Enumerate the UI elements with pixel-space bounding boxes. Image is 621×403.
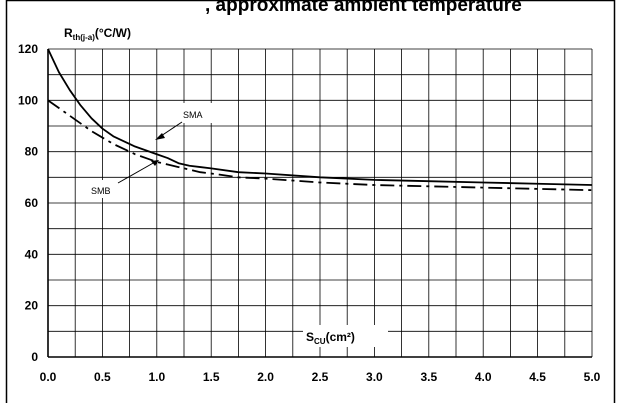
x-tick-label: 0.5 [94,370,111,384]
annotation-smb-bg [88,180,128,198]
annotation-smb-arrowhead [151,160,159,166]
y-tick-label: 40 [25,247,39,261]
y-tick-label: 20 [25,299,39,313]
x-tick-label: 2.0 [257,370,274,384]
y-axis-label-bg [61,21,169,41]
figure-border [5,0,616,403]
y-axis-label-main: R [64,26,73,40]
x-tick-label: 1.5 [203,370,220,384]
y-axis-label-sub: th(j-a) [73,33,96,42]
series-line-smb [47,99,593,192]
x-tick-label: 4.5 [529,370,546,384]
annotation-smb-label: SMB [91,186,111,196]
x-tick-label: 0.0 [40,370,57,384]
y-axis-label: Rth(j-a)(°C/W) [61,21,169,42]
series-group [47,48,593,192]
svg-text:Rth(j-a)(°C/W): Rth(j-a)(°C/W) [64,26,131,42]
x-tick-label: 3.0 [366,370,383,384]
x-tick-label: 4.0 [475,370,492,384]
x-tick-labels: 0.0 0.5 1.0 1.5 2.0 2.5 3.0 3.5 4.0 4.5 5.0 [40,370,601,384]
x-axis-label-main: S [306,330,314,344]
y-tick-label: 120 [18,42,38,56]
svg-text:SCU(cm²): SCU(cm²) [306,330,355,346]
x-axis-label: SCU(cm²) [303,325,388,347]
series-line-sma [47,48,593,186]
annotation-smb: SMB [88,160,159,198]
x-tick-label: 3.5 [420,370,437,384]
grid [47,48,593,358]
annotation-smb-arrow-line [117,161,156,184]
x-tick-label: 1.0 [148,370,165,384]
annotation-sma-bg [179,103,231,123]
annotation-sma-label: SMA [183,110,203,120]
x-axis-label-bg [303,325,388,347]
y-axis-label-unit: (°C/W) [95,26,131,40]
x-axis-label-sub: CU [314,337,326,346]
x-tick-label: 2.5 [312,370,329,384]
y-tick-label: 0 [31,350,38,364]
y-tick-label: 60 [25,196,39,210]
annotation-sma: SMA [155,103,231,140]
y-tick-label: 80 [25,145,39,159]
x-axis-label-unit: (cm²) [326,330,355,344]
y-tick-label: 100 [18,93,38,107]
header-text: , approximate ambient temperature [205,0,522,16]
annotation-sma-arrowhead [155,133,165,140]
y-tick-labels: 0 20 40 60 80 100 120 [18,42,38,364]
x-tick-label: 5.0 [584,370,601,384]
